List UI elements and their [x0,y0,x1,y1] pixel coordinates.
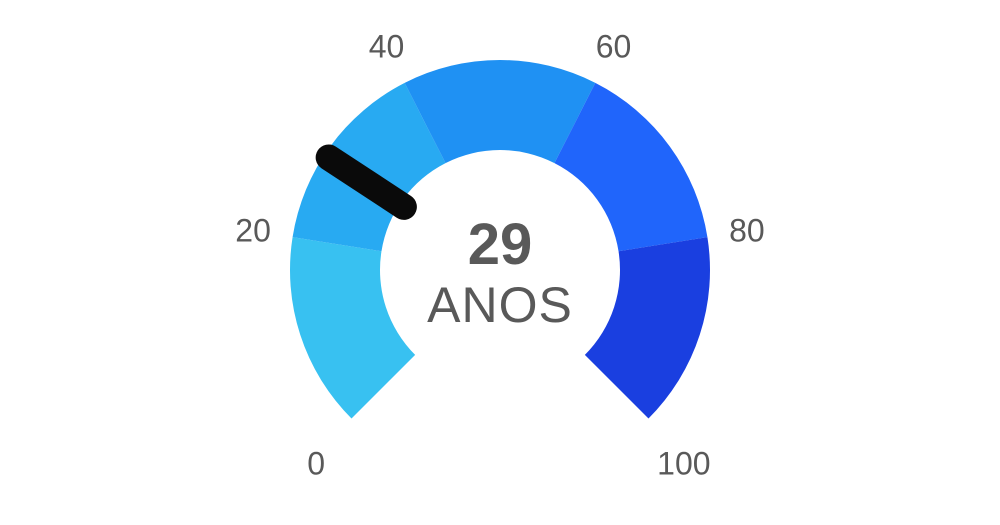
gauge-tick-60: 60 [596,29,632,66]
gauge-tick-40: 40 [369,29,405,66]
gauge-tick-100: 100 [657,445,710,482]
gauge-segment-0 [290,237,415,418]
gauge-tick-80: 80 [729,212,765,249]
gauge-value: 29 [468,216,533,274]
gauge-tick-0: 0 [307,445,325,482]
gauge-unit-label: ANOS [427,280,573,330]
gauge-chart: 29 ANOS 0 20 40 60 80 100 [0,0,1000,525]
gauge-tick-20: 20 [235,212,271,249]
gauge-segment-4 [585,237,710,418]
